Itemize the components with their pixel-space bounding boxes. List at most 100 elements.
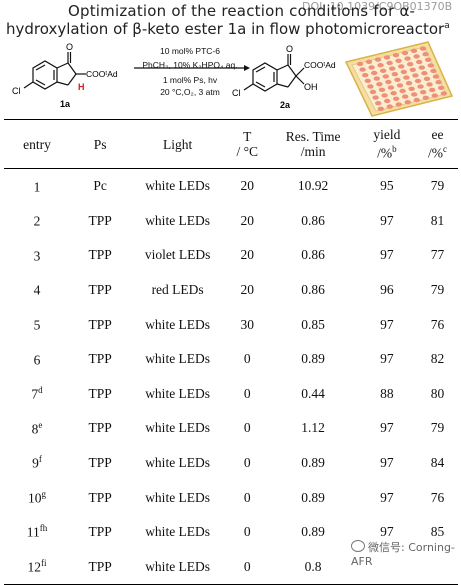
title-line-2-text: hydroxylation of β-keto ester 1a in flow… <box>6 20 445 38</box>
cell-ps: TPP <box>88 489 112 505</box>
reactor-channel-dot <box>404 100 411 105</box>
reactor-channel-dot <box>375 101 382 106</box>
reactor-channel-dot <box>419 46 427 51</box>
header-light: Light <box>163 136 193 152</box>
header-res-time: Res. Time/min <box>285 129 341 159</box>
reactor-channel-dot <box>413 54 420 59</box>
cell-time: 0.85 <box>301 316 325 332</box>
reactor-channel-dot <box>389 66 396 71</box>
reactor-channel-dot <box>394 77 401 82</box>
cell-time: 0.89 <box>301 489 325 505</box>
cell-yield: 97 <box>380 489 394 505</box>
reactant-ester: COOᵗAd <box>86 69 118 79</box>
cell-t: 0 <box>243 351 251 367</box>
header-yield: yield/%b <box>373 127 401 161</box>
table-row: 6 TPP white LEDs 0 0.89 97 82 <box>4 342 458 377</box>
table-row: 4 TPP red LEDs 20 0.86 96 79 <box>4 273 458 308</box>
reactor-channel-dot <box>356 61 364 67</box>
cell-t: 20 <box>240 282 255 298</box>
reactor-channel-dot <box>432 74 440 79</box>
table-title: DOI: 10.1039/C9OB01370B Optimization of … <box>0 0 461 40</box>
cell-light: white LEDs <box>145 524 211 540</box>
cell-ee: 82 <box>430 351 445 367</box>
reactor-channel-dot <box>368 65 375 70</box>
reactor-channel-dot <box>364 78 371 83</box>
cell-entry: 4 <box>33 282 41 298</box>
cell-entry: 3 <box>33 248 41 264</box>
cell-entry: 6 <box>33 352 41 368</box>
reactor-channel-dot <box>407 62 414 67</box>
reactor-channel-dot <box>395 102 402 107</box>
reactor-channel-dot <box>412 73 419 78</box>
product-chloro: Cl <box>232 88 241 98</box>
reactor-channel-dot <box>429 87 436 93</box>
entry-footnote: d <box>38 385 43 396</box>
table-header-row: entry Ps Light T / °C Res. Time/min yield… <box>4 119 458 169</box>
title-line-1: Optimization of the reaction conditions … <box>68 2 416 20</box>
photomicroreactor-image <box>344 41 454 117</box>
reactor-channel-dot <box>421 71 428 76</box>
header-ee: ee/%c <box>428 127 447 161</box>
reactant-alpha-h: H <box>78 82 85 92</box>
cell-ps: TPP <box>88 247 112 263</box>
cell-ee: 81 <box>430 212 445 228</box>
reactor-channel-dot <box>411 92 418 97</box>
cell-time: 0.86 <box>301 247 325 263</box>
cell-ee: 79 <box>430 178 445 194</box>
reactor-channel-dot <box>417 84 424 89</box>
table-row: 1 Pc white LEDs 20 10.92 95 79 <box>4 169 458 204</box>
cell-yield: 97 <box>380 524 394 540</box>
reactor-channel-dot <box>426 82 433 87</box>
product-ester: COOᵗAd <box>304 60 336 70</box>
reactor-channel-dot <box>377 63 384 68</box>
header-ps: Ps <box>93 136 107 152</box>
reactor-channel-dot <box>403 75 410 80</box>
cell-entry: 9f <box>32 454 42 471</box>
reactor-channel-dot <box>416 59 423 65</box>
reactor-channel-dot <box>365 59 373 64</box>
condition-solvent: PhCH₃, 10% K₂HPO₄ aq. <box>142 59 238 70</box>
reactant-chloro: Cl <box>12 86 21 96</box>
cell-light: white LEDs <box>145 420 211 436</box>
table-row: 9f TPP white LEDs 0 0.89 97 84 <box>4 446 458 481</box>
cell-yield: 97 <box>380 420 394 436</box>
product-oxygen: O <box>286 44 293 54</box>
reactor-channel-dot <box>386 104 393 109</box>
reactor-channel-dot <box>431 93 438 98</box>
title-footnote-mark: a <box>444 21 450 31</box>
cell-ps: TPP <box>88 420 112 436</box>
cell-yield: 97 <box>380 351 394 367</box>
cell-yield: 88 <box>380 385 394 401</box>
cell-entry: 7d <box>31 385 43 402</box>
reactor-channel-dot <box>396 83 404 88</box>
reactor-channel-dot <box>373 76 380 81</box>
product-label: 2a <box>280 100 291 110</box>
cell-entry: 12fi <box>27 558 47 575</box>
reactor-channel-dot <box>398 64 405 69</box>
cell-ps: TPP <box>88 524 112 540</box>
reactor-channel-dot <box>380 68 387 73</box>
cell-light: white LEDs <box>145 351 211 367</box>
reactor-channel-dot <box>420 90 427 95</box>
reaction-conditions: 10 mol% PTC-6 PhCH₃, 10% K₂HPO₄ aq. 1 mo… <box>134 46 246 98</box>
reactor-channel-dot <box>402 94 409 99</box>
reactor-channel-dot <box>359 67 366 72</box>
cell-entry: 1 <box>33 179 41 195</box>
table-body: 1 Pc white LEDs 20 10.92 95 79 2 TPP white LEDs 20… <box>4 169 458 585</box>
cell-ps: TPP <box>88 282 112 298</box>
cell-ps: TPP <box>88 316 112 332</box>
cell-entry: 2 <box>33 213 41 229</box>
cell-time: 0.44 <box>301 385 325 401</box>
cell-yield: 95 <box>380 178 394 194</box>
reactant-oxygen: O <box>66 42 73 52</box>
reactor-channel-dot <box>371 70 378 76</box>
cell-yield: 97 <box>380 212 394 228</box>
table-row: 5 TPP white LEDs 30 0.85 97 76 <box>4 307 458 342</box>
cell-t: 20 <box>240 212 255 228</box>
cell-time: 0.86 <box>301 282 325 298</box>
cell-t: 20 <box>240 178 255 194</box>
cell-yield: 97 <box>380 247 394 263</box>
wechat-watermark: 微信号: Corning-AFR <box>348 538 461 569</box>
table-row: 2 TPP white LEDs 20 0.86 97 81 <box>4 204 458 239</box>
cell-t: 20 <box>240 247 255 263</box>
